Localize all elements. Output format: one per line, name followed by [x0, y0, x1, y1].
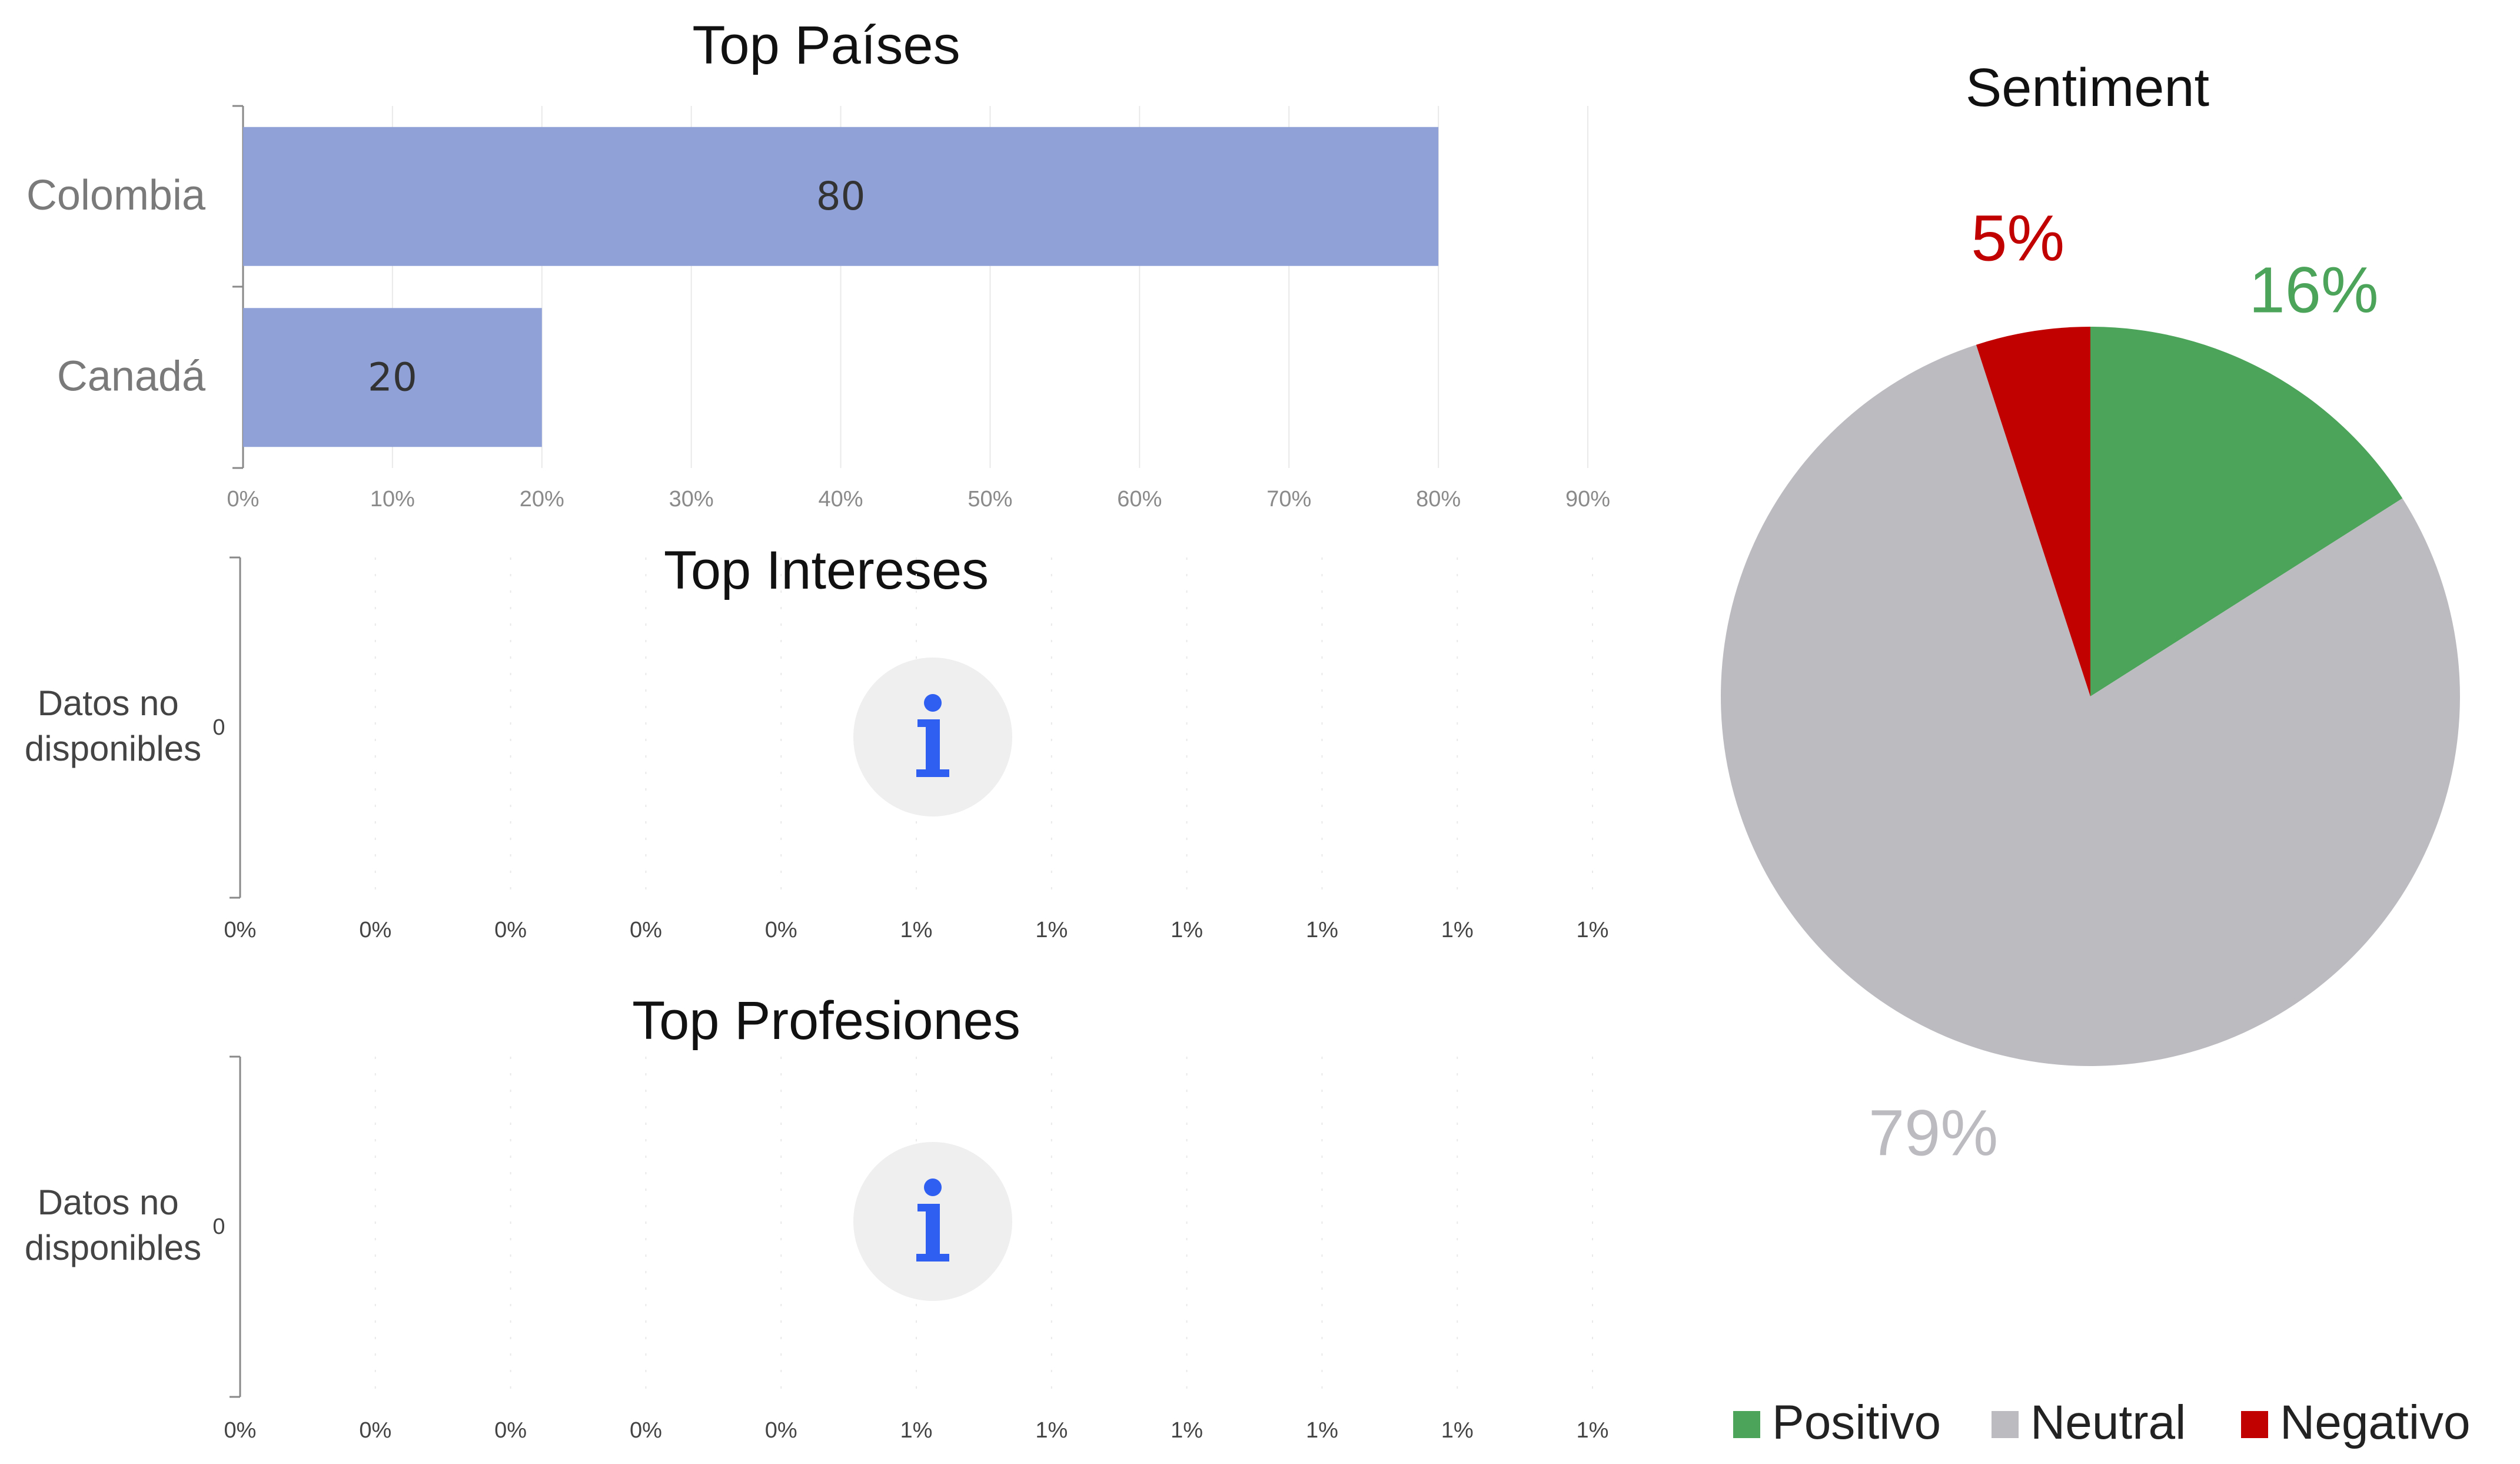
top-paises-x-tick: 80%	[1416, 487, 1461, 512]
x-tick: 1%	[1035, 918, 1068, 942]
sentiment-legend-label: Positivo	[1772, 1396, 1941, 1449]
top-intereses-chart: Top Intereses Datos no disponibles 0 0% 0…	[25, 540, 1609, 942]
top-paises-category-label: Canadá	[57, 353, 206, 400]
top-paises-x-tick-labels: 0% 10% 20% 30% 40% 50% 60% 70% 80% 90%	[227, 487, 1610, 512]
x-tick: 1%	[1171, 918, 1203, 942]
x-tick: 1%	[1441, 918, 1474, 942]
top-paises-bar	[243, 308, 542, 447]
top-paises-x-tick: 20%	[520, 487, 564, 512]
sentiment-pie	[1721, 327, 2460, 1066]
top-paises-x-tick: 60%	[1117, 487, 1162, 512]
info-icon	[916, 1178, 949, 1262]
x-tick: 1%	[1306, 1418, 1338, 1443]
sentiment-legend-label: Negativo	[2280, 1396, 2471, 1449]
sentiment-slice-label: 16%	[2249, 254, 2379, 326]
x-tick: 1%	[1577, 1418, 1609, 1443]
sentiment-slice-positivo	[2090, 327, 2403, 696]
sentiment-legend-label: Neutral	[2030, 1396, 2186, 1449]
top-paises-bars: 80 Colombia 20 Canadá	[26, 127, 1439, 447]
top-profesiones-category-label: Datos no disponibles	[25, 1183, 201, 1267]
top-profesiones-x-tick-labels: 0% 0% 0% 0% 0% 1% 1% 1% 1% 1% 1%	[224, 1418, 1609, 1443]
top-intereses-info-badge	[853, 658, 1012, 816]
top-paises-x-tick: 30%	[669, 487, 714, 512]
top-profesiones-category-line-2: disponibles	[25, 1228, 201, 1267]
x-tick: 1%	[1577, 918, 1609, 942]
x-tick: 0%	[359, 1418, 391, 1443]
x-tick: 1%	[900, 1418, 933, 1443]
sentiment-pie-labels: 16% 79% 5%	[1869, 202, 2379, 1170]
top-paises-chart: Top Países 80 Colombia 20 Canadá 0% 10% 20% 30…	[26, 15, 1610, 512]
x-tick: 0%	[224, 918, 257, 942]
x-tick: 1%	[900, 918, 933, 942]
top-paises-category-label: Colombia	[26, 172, 206, 219]
x-tick: 1%	[1441, 1418, 1474, 1443]
x-tick: 1%	[1171, 1418, 1203, 1443]
top-paises-x-tick: 90%	[1565, 487, 1610, 512]
top-intereses-category-line-2: disponibles	[25, 729, 201, 768]
top-paises-x-tick: 0%	[227, 487, 260, 512]
x-tick: 0%	[630, 1418, 662, 1443]
sentiment-chart: Sentiment 16% 79% 5% Positivo Neutral Negati…	[1721, 58, 2471, 1449]
x-tick: 1%	[1306, 918, 1338, 942]
sentiment-slice-label: 5%	[1971, 202, 2064, 275]
top-intereses-category-line-1: Datos no	[38, 683, 179, 723]
top-paises-bar-value: 80	[816, 174, 866, 219]
top-paises-x-tick: 40%	[819, 487, 863, 512]
x-tick: 0%	[765, 1418, 797, 1443]
top-intereses-category-label: Datos no disponibles	[25, 683, 201, 768]
x-tick: 0%	[765, 918, 797, 942]
sentiment-slice-neutral	[1721, 344, 2460, 1066]
top-paises-title: Top Países	[692, 15, 960, 75]
x-tick: 0%	[359, 918, 391, 942]
x-tick: 0%	[494, 918, 527, 942]
sentiment-legend-swatch	[1992, 1411, 2019, 1438]
sentiment-legend: Positivo Neutral Negativo	[1733, 1396, 2471, 1449]
sentiment-slice-negativo	[1976, 327, 2090, 696]
x-tick: 0%	[494, 1418, 527, 1443]
top-paises-x-tick: 10%	[370, 487, 415, 512]
sentiment-legend-swatch	[1733, 1411, 1760, 1438]
top-profesiones-info-badge	[853, 1142, 1012, 1301]
sentiment-slice-label: 79%	[1869, 1097, 1998, 1169]
top-paises-x-tick: 70%	[1266, 487, 1311, 512]
x-tick: 0%	[630, 918, 662, 942]
sentiment-title: Sentiment	[1966, 58, 2209, 118]
top-paises-bar	[243, 127, 1439, 266]
info-icon	[916, 694, 949, 777]
top-profesiones-zero-label: 0	[212, 1214, 225, 1239]
top-paises-bar-value: 20	[368, 354, 417, 400]
x-tick: 1%	[1035, 1418, 1068, 1443]
top-profesiones-category-line-1: Datos no	[38, 1183, 179, 1222]
top-intereses-title: Top Intereses	[664, 540, 989, 600]
sentiment-legend-swatch	[2241, 1411, 2268, 1438]
top-paises-x-tick: 50%	[968, 487, 1012, 512]
top-profesiones-title: Top Profesiones	[632, 991, 1020, 1051]
top-intereses-x-tick-labels: 0% 0% 0% 0% 0% 1% 1% 1% 1% 1% 1%	[224, 918, 1609, 942]
top-intereses-zero-label: 0	[212, 715, 225, 740]
top-profesiones-chart: Top Profesiones Datos no disponibles 0 0…	[25, 991, 1609, 1443]
x-tick: 0%	[224, 1418, 257, 1443]
